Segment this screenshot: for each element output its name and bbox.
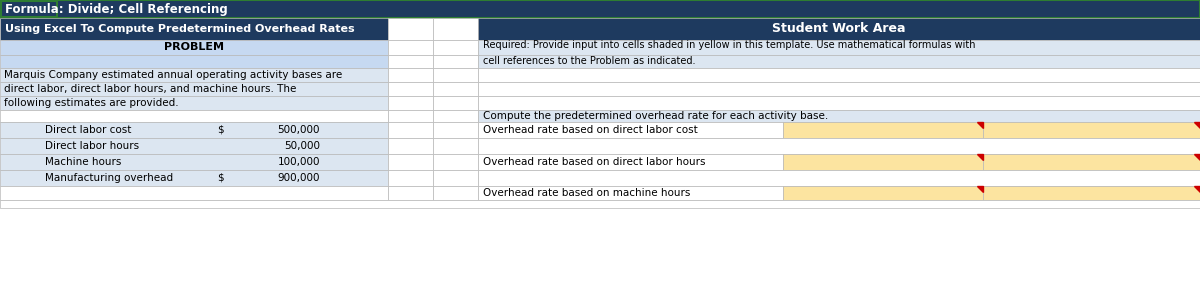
Bar <box>0 55 388 68</box>
Bar <box>478 40 1200 55</box>
Bar <box>478 110 1200 122</box>
Text: Manufacturing overhead: Manufacturing overhead <box>46 173 173 183</box>
Bar <box>478 138 1200 154</box>
Bar <box>478 154 784 170</box>
Polygon shape <box>1194 122 1200 128</box>
Bar <box>478 170 1200 186</box>
Bar <box>0 186 388 200</box>
Bar <box>0 138 388 154</box>
Bar <box>478 122 784 138</box>
Polygon shape <box>977 186 983 192</box>
Text: PROBLEM: PROBLEM <box>164 43 224 53</box>
Bar <box>388 96 433 110</box>
Bar <box>433 122 478 138</box>
Polygon shape <box>977 122 983 128</box>
Bar <box>388 18 433 40</box>
Bar <box>0 0 1200 18</box>
Bar <box>433 68 478 82</box>
Bar <box>433 96 478 110</box>
Text: Overhead rate based on machine hours: Overhead rate based on machine hours <box>482 188 690 198</box>
Bar <box>433 110 478 122</box>
Bar <box>433 18 478 40</box>
Polygon shape <box>1194 186 1200 192</box>
Bar <box>478 18 1200 40</box>
Bar <box>433 82 478 96</box>
Text: 100,000: 100,000 <box>277 157 320 167</box>
Bar <box>0 40 388 55</box>
Bar <box>784 122 983 138</box>
Bar <box>0 200 1200 208</box>
Text: Formula: Divide; Cell Referencing: Formula: Divide; Cell Referencing <box>5 3 228 15</box>
Bar <box>0 68 388 82</box>
Bar <box>433 40 478 55</box>
Bar <box>388 154 433 170</box>
Text: Compute the predetermined overhead rate for each activity base.: Compute the predetermined overhead rate … <box>482 111 828 121</box>
Text: Direct labor cost: Direct labor cost <box>46 125 131 135</box>
Bar <box>433 138 478 154</box>
Bar <box>388 170 433 186</box>
Polygon shape <box>977 154 983 160</box>
Bar <box>388 40 433 55</box>
Bar <box>0 122 388 138</box>
Bar <box>0 154 388 170</box>
Bar <box>433 186 478 200</box>
Bar <box>784 186 983 200</box>
Text: direct labor, direct labor hours, and machine hours. The: direct labor, direct labor hours, and ma… <box>4 84 296 94</box>
Bar <box>388 138 433 154</box>
Bar <box>388 68 433 82</box>
Bar <box>0 96 388 110</box>
Bar <box>388 82 433 96</box>
Text: Machine hours: Machine hours <box>46 157 121 167</box>
Text: Direct labor hours: Direct labor hours <box>46 141 139 151</box>
Bar <box>983 122 1200 138</box>
Bar <box>1 1 58 17</box>
Bar <box>478 186 784 200</box>
Text: $: $ <box>217 173 223 183</box>
Bar <box>388 55 433 68</box>
Bar <box>433 55 478 68</box>
Text: $: $ <box>217 125 223 135</box>
Text: Overhead rate based on direct labor hours: Overhead rate based on direct labor hour… <box>482 157 706 167</box>
Bar <box>0 18 388 40</box>
Bar <box>784 154 983 170</box>
Bar <box>0 82 388 96</box>
Bar <box>478 55 1200 68</box>
Text: Marquis Company estimated annual operating activity bases are: Marquis Company estimated annual operati… <box>4 70 342 80</box>
Text: Overhead rate based on direct labor cost: Overhead rate based on direct labor cost <box>482 125 697 135</box>
Bar <box>983 154 1200 170</box>
Bar <box>433 170 478 186</box>
Text: Student Work Area: Student Work Area <box>773 23 906 35</box>
Bar <box>0 170 388 186</box>
Bar <box>478 68 1200 82</box>
Bar <box>478 82 1200 96</box>
Text: following estimates are provided.: following estimates are provided. <box>4 98 179 108</box>
Polygon shape <box>1194 154 1200 160</box>
Bar <box>388 186 433 200</box>
Text: Using Excel To Compute Predetermined Overhead Rates: Using Excel To Compute Predetermined Ove… <box>5 24 355 34</box>
Text: 500,000: 500,000 <box>277 125 320 135</box>
Bar <box>478 96 1200 110</box>
Bar <box>983 186 1200 200</box>
Text: 50,000: 50,000 <box>284 141 320 151</box>
Text: Required: Provide input into cells shaded in yellow in this template. Use mathem: Required: Provide input into cells shade… <box>482 39 976 49</box>
Text: 900,000: 900,000 <box>277 173 320 183</box>
Bar <box>433 154 478 170</box>
Text: cell references to the Problem as indicated.: cell references to the Problem as indica… <box>482 57 696 67</box>
Bar <box>388 110 433 122</box>
Bar <box>388 122 433 138</box>
Bar <box>0 110 388 122</box>
